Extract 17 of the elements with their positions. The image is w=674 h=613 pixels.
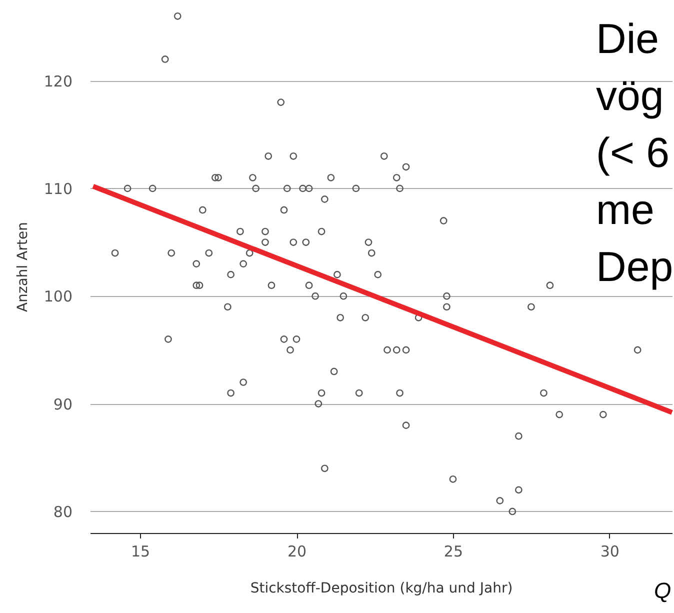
x-tick-label: 30 <box>600 542 620 560</box>
x-axis-title: Stickstoff-Deposition (kg/ha und Jahr) <box>250 580 513 596</box>
y-tick-label: 110 <box>44 180 72 198</box>
y-tick-label: 120 <box>44 72 72 90</box>
text: Q <box>654 578 672 603</box>
annotation: Dep <box>596 243 674 290</box>
y-tick-label: 100 <box>44 288 72 306</box>
annotation: (< 6 <box>596 129 670 176</box>
y-axis-title: Anzahl Arten <box>14 222 31 312</box>
y-tick-label: 90 <box>53 395 72 414</box>
x-tick-label: 20 <box>287 542 307 560</box>
annotation: me <box>596 186 654 233</box>
y-tick-label: 80 <box>53 502 72 521</box>
x-tick-label: 25 <box>444 542 464 560</box>
annotation: vög <box>596 72 664 119</box>
annotation: Die <box>596 15 660 62</box>
x-tick-label: 15 <box>131 542 150 560</box>
